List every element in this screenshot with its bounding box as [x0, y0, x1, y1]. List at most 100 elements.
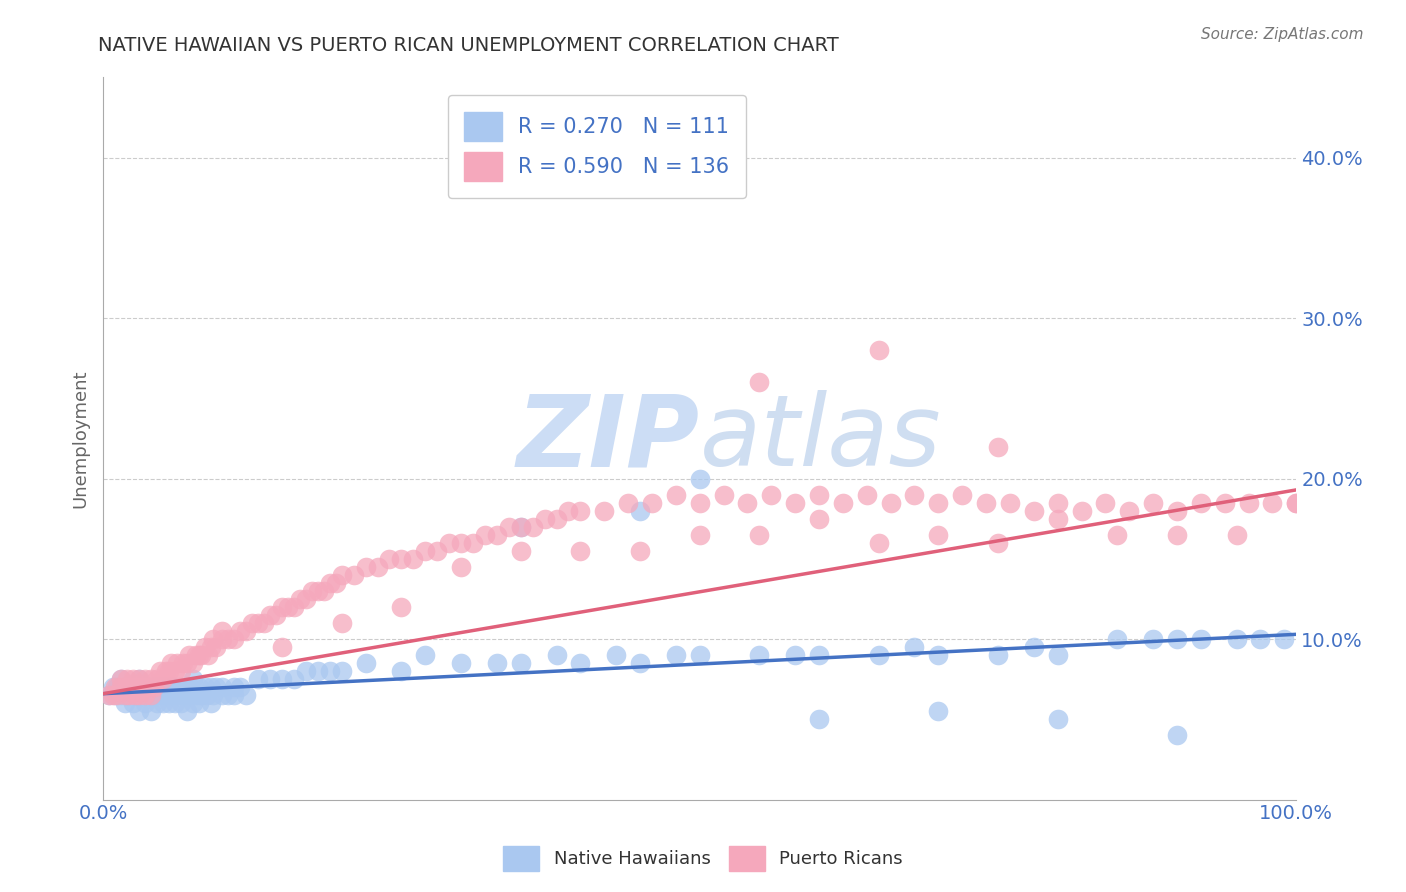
Point	[1261, 496, 1284, 510]
Point	[569, 544, 592, 558]
Point	[307, 665, 329, 679]
Point	[139, 688, 162, 702]
Point	[122, 696, 145, 710]
Point	[271, 600, 294, 615]
Point	[1022, 504, 1045, 518]
Point	[689, 496, 711, 510]
Point	[142, 688, 165, 702]
Point	[509, 520, 531, 534]
Point	[155, 680, 177, 694]
Point	[170, 680, 193, 694]
Point	[101, 688, 124, 702]
Point	[509, 544, 531, 558]
Point	[172, 688, 194, 702]
Point	[748, 648, 770, 663]
Point	[785, 496, 807, 510]
Point	[1226, 528, 1249, 542]
Point	[143, 680, 166, 694]
Point	[354, 657, 377, 671]
Point	[927, 496, 949, 510]
Point	[247, 672, 270, 686]
Point	[283, 672, 305, 686]
Point	[195, 688, 218, 702]
Point	[134, 680, 156, 694]
Point	[748, 376, 770, 390]
Point	[927, 648, 949, 663]
Point	[283, 600, 305, 615]
Point	[110, 672, 132, 686]
Point	[1046, 512, 1069, 526]
Point	[211, 632, 233, 647]
Point	[485, 528, 508, 542]
Point	[211, 680, 233, 694]
Point	[172, 657, 194, 671]
Point	[118, 688, 141, 702]
Point	[533, 512, 555, 526]
Point	[197, 648, 219, 663]
Point	[288, 592, 311, 607]
Point	[330, 568, 353, 582]
Point	[134, 672, 156, 686]
Point	[325, 576, 347, 591]
Point	[139, 672, 162, 686]
Point	[128, 672, 150, 686]
Point	[903, 640, 925, 655]
Point	[437, 536, 460, 550]
Point	[808, 488, 831, 502]
Point	[167, 680, 190, 694]
Point	[546, 648, 568, 663]
Point	[247, 616, 270, 631]
Point	[157, 696, 180, 710]
Point	[110, 688, 132, 702]
Point	[450, 536, 472, 550]
Point	[114, 688, 136, 702]
Point	[689, 648, 711, 663]
Point	[1142, 632, 1164, 647]
Point	[200, 696, 222, 710]
Point	[163, 665, 186, 679]
Point	[628, 544, 651, 558]
Point	[148, 688, 170, 702]
Text: atlas: atlas	[700, 390, 942, 487]
Point	[181, 672, 204, 686]
Point	[903, 488, 925, 502]
Point	[378, 552, 401, 566]
Point	[166, 657, 188, 671]
Point	[343, 568, 366, 582]
Point	[187, 696, 209, 710]
Point	[307, 584, 329, 599]
Point	[187, 648, 209, 663]
Point	[605, 648, 627, 663]
Point	[413, 648, 436, 663]
Point	[193, 640, 215, 655]
Point	[522, 520, 544, 534]
Point	[115, 680, 138, 694]
Point	[1107, 632, 1129, 647]
Point	[1285, 496, 1308, 510]
Point	[485, 657, 508, 671]
Point	[569, 657, 592, 671]
Point	[1166, 728, 1188, 742]
Point	[879, 496, 901, 510]
Point	[509, 520, 531, 534]
Point	[998, 496, 1021, 510]
Point	[235, 624, 257, 639]
Point	[748, 528, 770, 542]
Point	[163, 680, 186, 694]
Point	[176, 680, 198, 694]
Point	[498, 520, 520, 534]
Point	[689, 472, 711, 486]
Point	[557, 504, 579, 518]
Point	[391, 552, 413, 566]
Point	[509, 657, 531, 671]
Point	[101, 680, 124, 694]
Point	[474, 528, 496, 542]
Point	[160, 657, 183, 671]
Point	[1237, 496, 1260, 510]
Point	[253, 616, 276, 631]
Point	[153, 688, 176, 702]
Point	[152, 696, 174, 710]
Point	[450, 657, 472, 671]
Point	[118, 688, 141, 702]
Y-axis label: Unemployment: Unemployment	[72, 369, 89, 508]
